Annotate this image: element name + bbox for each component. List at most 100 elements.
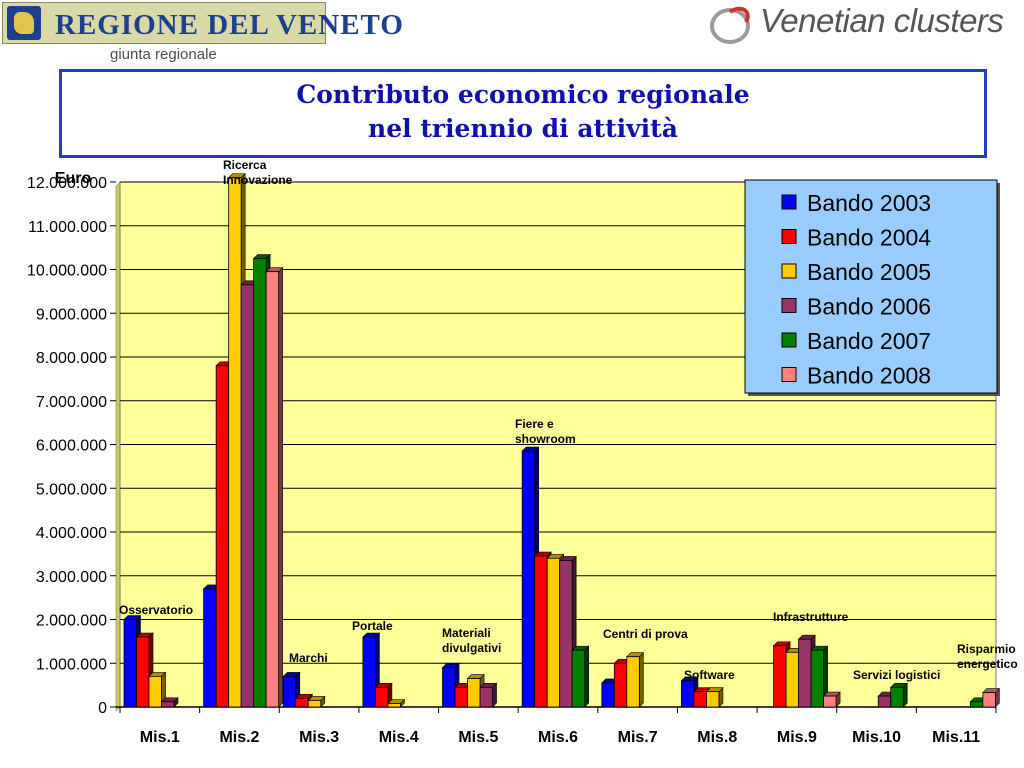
bar: [626, 656, 640, 708]
regione-veneto-logo: REGIONE DEL VENETO: [2, 2, 403, 44]
bar: [375, 686, 389, 708]
bar: [613, 662, 628, 708]
y-tick-label: 5.000.000: [36, 481, 107, 498]
bar: [693, 691, 707, 708]
legend-label: Bando 2008: [807, 363, 931, 389]
legend-label: Bando 2007: [807, 328, 931, 354]
x-tick-label: Mis.3: [299, 729, 339, 746]
bar: [823, 695, 837, 708]
bar: [295, 697, 309, 708]
bar: [546, 557, 561, 708]
x-tick-label: Mis.11: [932, 729, 980, 746]
bar: [467, 678, 481, 708]
y-tick-label: 8.000.000: [36, 350, 107, 367]
bar: [161, 701, 175, 708]
legend-swatch: [781, 332, 797, 348]
legend-label: Bando 2005: [807, 259, 931, 285]
category-annotation: Osservatorio: [119, 603, 193, 617]
bar: [362, 636, 376, 708]
x-tick-label: Mis.1: [140, 729, 180, 746]
venetian-clusters-logo-text: Venetian clusters: [760, 2, 1004, 39]
y-tick-label: 7.000.000: [36, 394, 107, 411]
bar: [387, 703, 401, 708]
y-tick-label: 10.000.000: [27, 263, 107, 280]
y-tick-label: 3.000.000: [36, 569, 107, 586]
venetian-clusters-mark-icon: [710, 6, 750, 44]
category-annotation: Materiali divulgativi: [442, 626, 501, 655]
legend-swatch: [781, 298, 797, 313]
x-tick-label: Mis.8: [697, 729, 737, 746]
category-annotation: Centri di prova: [603, 627, 688, 641]
legend-swatch: [781, 229, 797, 244]
bar: [307, 700, 322, 708]
bar: [810, 649, 824, 708]
y-tick-label: 11.000.000: [28, 219, 107, 236]
bar: [215, 365, 230, 708]
bar: [136, 636, 150, 708]
x-tick-label: Mis.10: [852, 729, 901, 746]
bar: [785, 651, 799, 708]
bar: [479, 686, 493, 708]
bar-side: [278, 266, 283, 708]
bar: [253, 258, 267, 708]
legend-swatch: [781, 194, 797, 210]
y-tick-label: 0: [98, 700, 107, 717]
x-tick-label: Mis.4: [379, 729, 419, 746]
bar-side: [584, 645, 589, 708]
legend-swatch: [781, 367, 797, 382]
bar-side: [639, 651, 644, 708]
category-annotation: Servizi logistici: [853, 668, 940, 682]
bar: [123, 619, 137, 708]
bar: [282, 675, 297, 708]
bar: [877, 695, 892, 708]
x-tick-label: Mis.9: [777, 729, 817, 746]
x-tick-label: Mis.6: [538, 729, 578, 746]
bar: [442, 667, 456, 708]
bar: [534, 555, 548, 708]
bar: [706, 691, 720, 708]
category-annotation: Marchi: [289, 651, 328, 665]
category-annotation: Ricerca Innovazione: [223, 158, 293, 187]
bar: [982, 692, 996, 708]
giunta-regionale-text: giunta regionale: [110, 46, 217, 63]
bar: [571, 649, 586, 708]
bar: [559, 560, 573, 708]
bar: [265, 271, 280, 708]
bar: [969, 701, 984, 708]
category-annotation: Portale: [352, 619, 393, 633]
legend-swatch: [781, 263, 797, 279]
x-tick-label: Mis.2: [219, 729, 259, 746]
slide-title-line-1: Contributo economico regionale: [296, 80, 750, 109]
legend-label: Bando 2004: [807, 225, 931, 251]
y-tick-label: 9.000.000: [36, 306, 107, 323]
bar: [454, 686, 468, 708]
bar: [773, 645, 787, 708]
y-tick-label: 6.000.000: [36, 438, 107, 455]
bar: [148, 675, 162, 708]
legend: [744, 179, 998, 394]
y-axis-label: Euro: [55, 170, 92, 187]
category-annotation: Software: [684, 668, 735, 682]
venetian-clusters-logo: Venetian clusters: [708, 0, 1024, 48]
category-annotation: Fiere e showroom: [515, 417, 576, 446]
bar: [601, 682, 615, 708]
plot-side-wall: [115, 181, 121, 712]
category-annotation: Risparmio energetico: [957, 642, 1018, 671]
x-tick-label: Mis.7: [618, 729, 658, 746]
bar: [890, 686, 904, 708]
x-tick-label: Mis.5: [458, 729, 498, 746]
bar: [681, 680, 695, 708]
header: REGIONE DEL VENETO giunta regionale Vene…: [0, 0, 1024, 66]
bar: [521, 450, 536, 708]
bar: [203, 588, 217, 708]
legend-label: Bando 2006: [807, 294, 931, 320]
slide-title-line-2: nel triennio di attività: [368, 114, 678, 143]
y-tick-label: 1.000.000: [36, 656, 107, 673]
y-tick-label: 2.000.000: [36, 613, 107, 630]
lion-crest-icon: [7, 6, 41, 40]
bar: [240, 284, 255, 708]
category-annotation: Infrastrutture: [773, 610, 849, 624]
bar: [228, 177, 242, 708]
y-tick-label: 4.000.000: [36, 525, 107, 542]
